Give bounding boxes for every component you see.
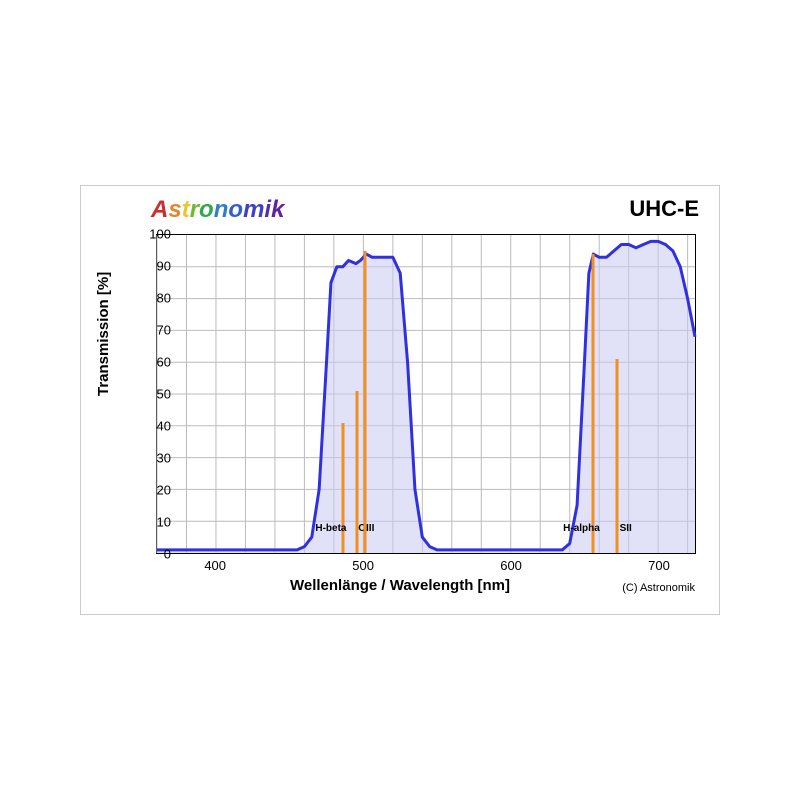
- x-tick: 700: [648, 558, 670, 573]
- filter-name: UHC-E: [629, 196, 699, 222]
- y-tick: 70: [157, 323, 171, 338]
- y-tick: 80: [157, 291, 171, 306]
- emission-line: [363, 251, 366, 553]
- y-tick: 10: [157, 515, 171, 530]
- copyright: (C) Astronomik: [622, 582, 695, 594]
- y-tick: 30: [157, 451, 171, 466]
- emission-line: [592, 254, 595, 553]
- emission-label: SII: [620, 523, 632, 534]
- y-tick: 60: [157, 355, 171, 370]
- y-axis-label: Transmission [%]: [95, 272, 112, 396]
- x-tick: 600: [500, 558, 522, 573]
- y-tick: 100: [149, 227, 171, 242]
- emission-label: H-beta: [315, 523, 346, 534]
- y-tick: 50: [157, 387, 171, 402]
- y-tick: 40: [157, 419, 171, 434]
- y-tick: 20: [157, 483, 171, 498]
- emission-label: H-alpha: [563, 523, 600, 534]
- brand-logo: Astronomik: [151, 196, 284, 224]
- x-tick: 400: [204, 558, 226, 573]
- chart-frame: Astronomik UHC-E Transmission [%] H-beta…: [80, 185, 720, 615]
- transmission-curve: [157, 235, 695, 553]
- emission-line: [615, 359, 618, 553]
- y-tick: 90: [157, 259, 171, 274]
- x-tick: 500: [352, 558, 374, 573]
- plot-area: H-betaOIIIH-alphaSII: [156, 234, 696, 554]
- title-row: Astronomik UHC-E: [151, 196, 699, 226]
- y-tick: 0: [164, 547, 171, 562]
